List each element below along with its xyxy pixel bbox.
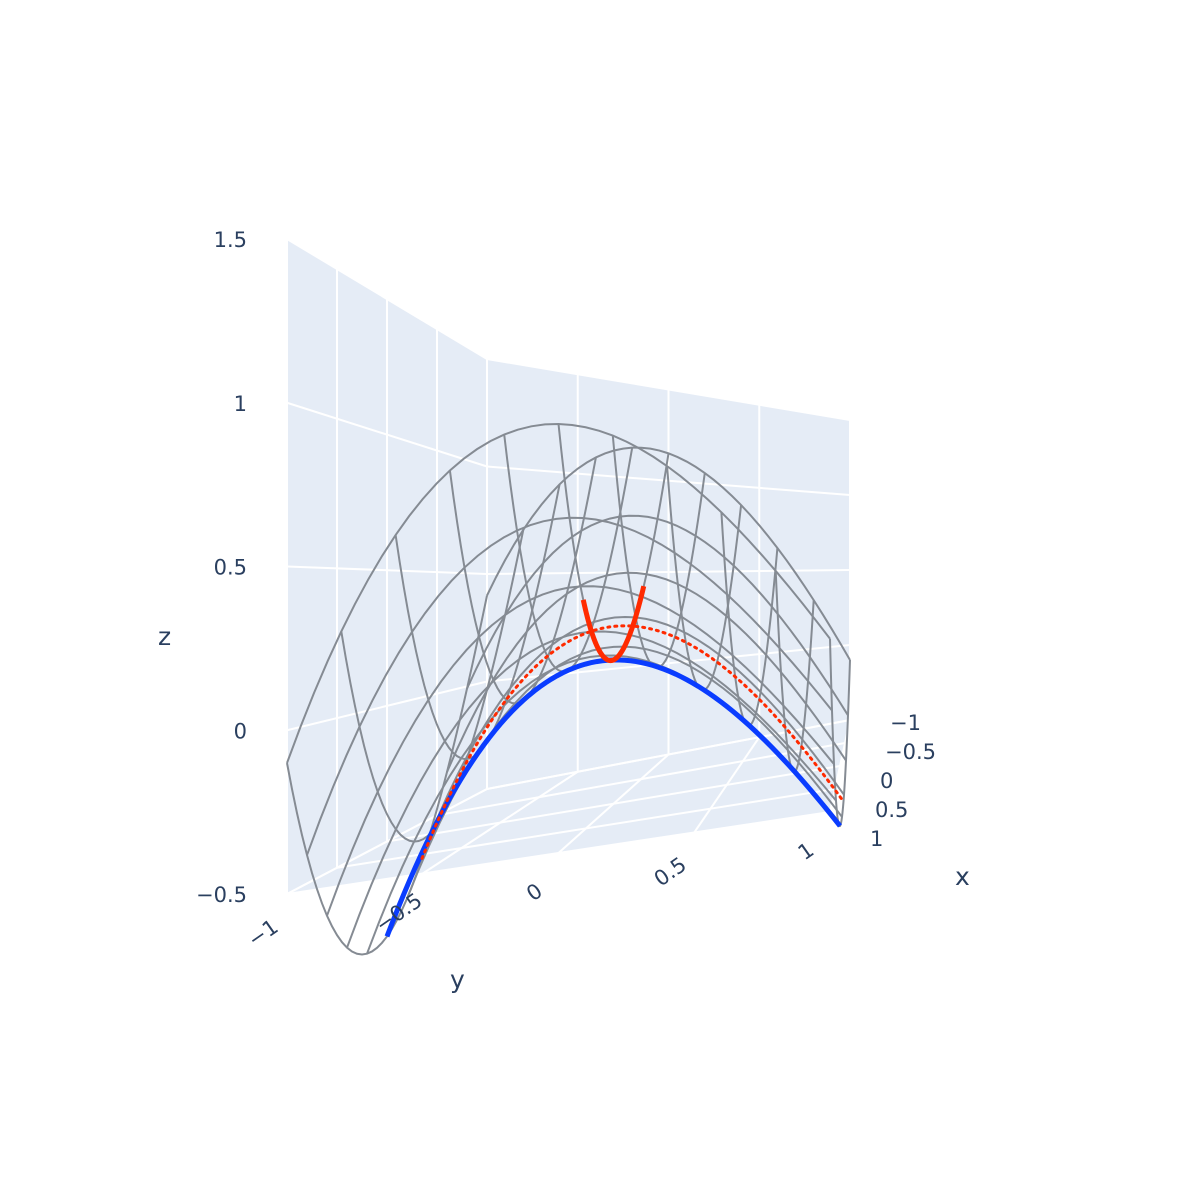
x-tick-label: 1 <box>870 827 883 851</box>
y-tick-label: −0.5 <box>371 888 427 937</box>
gridline-x-floor <box>386 765 841 843</box>
y-tick-label: 0.5 <box>650 852 691 891</box>
series-red-curve <box>580 585 647 664</box>
gridline-z-side <box>286 680 488 732</box>
scene-walls <box>287 239 850 894</box>
gridline-z-side <box>286 565 488 575</box>
z-tick-label: 0 <box>234 719 247 743</box>
gridline-z-side <box>286 238 488 360</box>
series-curves <box>384 585 845 938</box>
z-axis-title: z <box>158 622 171 651</box>
x-tick-label: −0.5 <box>885 740 936 764</box>
x-tick-label: −1 <box>890 711 921 735</box>
y-tick-label: 1 <box>794 838 819 865</box>
x-tick-label: 0.5 <box>875 798 908 822</box>
gridline-z-back <box>486 569 851 575</box>
z-tick-label: 1 <box>234 392 247 416</box>
z-tick-label: 0.5 <box>214 556 247 580</box>
series-dotted-curve <box>420 624 845 860</box>
gridline-z-side <box>286 788 488 895</box>
gridline-x-floor <box>286 811 831 895</box>
z-tick-label: −0.5 <box>196 883 247 907</box>
z-tick-label: 1.5 <box>214 228 247 252</box>
y-tick-label: 0 <box>522 879 547 906</box>
gridline-z-back <box>486 358 851 421</box>
y-axis-title: y <box>450 965 465 994</box>
y-tick-label: −1 <box>243 915 282 952</box>
gridline-z-side <box>286 401 488 468</box>
axis-titles: x y z <box>158 622 970 994</box>
x-tick-label: 0 <box>880 769 893 793</box>
x-axis-title: x <box>955 862 970 891</box>
gridline-z-back <box>486 644 851 683</box>
